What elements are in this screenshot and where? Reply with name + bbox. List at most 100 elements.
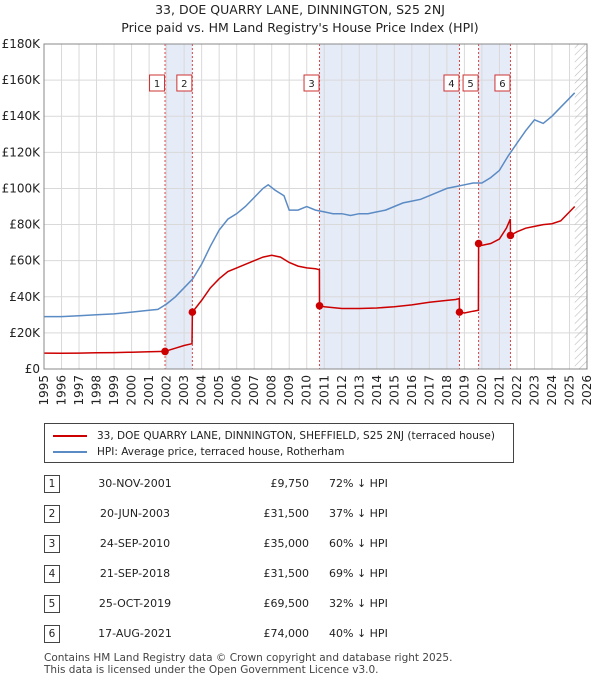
x-tick-label: 2010	[300, 375, 314, 406]
row-number: 1	[44, 475, 60, 493]
legend-item-hpi: HPI: Average price, terraced house, Roth…	[53, 444, 344, 460]
row-price: £35,000	[263, 537, 310, 550]
y-tick-label: £160K	[2, 73, 42, 87]
transaction-point	[161, 347, 169, 356]
x-tick-label: 1995	[37, 375, 51, 406]
row-number: 2	[44, 505, 60, 523]
x-tick-label: 2019	[457, 375, 471, 406]
transaction-point	[506, 231, 515, 240]
marker-label: 2	[181, 79, 187, 90]
y-tick-label: £140K	[2, 109, 42, 123]
transaction-point	[188, 308, 197, 316]
row-number: 5	[44, 595, 60, 613]
legend: 33, DOE QUARRY LANE, DINNINGTON, SHEFFIE…	[44, 423, 514, 463]
x-tick-label: 2001	[142, 375, 156, 406]
table-row: 6 17-AUG-2021 £74,000 40% ↓ HPI	[44, 624, 464, 644]
transaction-point	[315, 302, 324, 310]
marker-box	[494, 74, 511, 92]
x-tick-label: 2023	[527, 375, 541, 406]
footer-license: This data is licensed under the Open Gov…	[44, 664, 379, 676]
ownership-shade	[165, 44, 193, 369]
marker-box	[443, 74, 460, 92]
property-price-line	[43, 205, 576, 355]
legend-swatch-property	[53, 435, 87, 437]
x-tick-label: 2011	[317, 375, 331, 406]
row-hpi: 60% ↓ HPI	[329, 537, 388, 550]
legend-swatch-hpi	[53, 451, 87, 453]
marker-box	[176, 74, 193, 92]
y-tick-label: £40K	[9, 290, 41, 304]
ownership-shade	[478, 44, 511, 369]
x-tick-label: 2022	[510, 375, 524, 406]
x-tick-label: 1996	[55, 375, 69, 406]
row-date: 17-AUG-2021	[98, 627, 172, 640]
x-tick-label: 2015	[387, 375, 401, 406]
x-tick-label: 2021	[492, 375, 506, 406]
x-tick-label: 2008	[265, 375, 279, 406]
y-tick-label: £120K	[2, 145, 42, 159]
marker-box	[462, 74, 479, 92]
x-tick-label: 2024	[545, 375, 559, 406]
chart-title: 33, DOE QUARRY LANE, DINNINGTON, S25 2NJ	[155, 2, 445, 17]
x-tick-label: 1997	[72, 375, 86, 406]
marker-label: 3	[308, 79, 314, 90]
chart-subtitle: Price paid vs. HM Land Registry's House …	[121, 20, 479, 35]
table-row: 2 20-JUN-2003 £31,500 37% ↓ HPI	[44, 504, 464, 524]
row-date: 30-NOV-2001	[98, 477, 172, 490]
table-row: 3 24-SEP-2010 £35,000 60% ↓ HPI	[44, 534, 464, 554]
transaction-point	[455, 308, 464, 316]
x-tick-label: 2006	[230, 375, 244, 406]
marker-label: 6	[499, 79, 505, 90]
marker-label: 4	[448, 79, 454, 90]
x-tick-label: 1998	[90, 375, 104, 406]
x-tick-label: 2018	[440, 375, 454, 406]
hpi-line	[44, 92, 576, 318]
table-row: 4 21-SEP-2018 £31,500 69% ↓ HPI	[44, 564, 464, 584]
marker-box	[149, 74, 166, 92]
row-hpi: 40% ↓ HPI	[329, 627, 388, 640]
transaction-point	[474, 239, 483, 248]
table-row: 5 25-OCT-2019 £69,500 32% ↓ HPI	[44, 594, 464, 614]
x-tick-label: 2025	[562, 375, 576, 406]
row-price: £31,500	[263, 507, 310, 520]
row-price: £9,750	[270, 477, 310, 490]
row-price: £31,500	[263, 567, 310, 580]
x-tick-label: 2013	[352, 375, 366, 406]
price-chart: 1 2 3 4 5 6 £0 £20K £40K £60K £80K £100K £120K £140K…	[2, 37, 594, 406]
row-date: 20-JUN-2003	[99, 507, 171, 520]
ownership-shade	[319, 44, 460, 369]
row-hpi: 69% ↓ HPI	[329, 567, 388, 580]
row-number: 3	[44, 535, 60, 553]
x-tick-label: 2007	[247, 375, 261, 406]
x-tick-label: 2000	[125, 375, 139, 406]
x-tick-label: 2016	[405, 375, 419, 406]
y-tick-label: £100K	[2, 181, 42, 195]
x-tick-label: 2017	[422, 375, 436, 406]
row-price: £69,500	[263, 597, 310, 610]
x-tick-label: 2020	[475, 375, 489, 406]
x-tick-label: 2003	[177, 375, 191, 406]
y-tick-label: £180K	[2, 37, 42, 51]
marker-label: 1	[154, 79, 160, 90]
y-tick-label: £60K	[9, 254, 41, 268]
row-number: 6	[44, 625, 60, 643]
x-tick-label: 2002	[160, 375, 174, 406]
x-tick-label: 2009	[282, 375, 296, 406]
y-tick-label: £0	[25, 362, 40, 376]
marker-box	[303, 74, 320, 92]
x-tick-label: 2012	[335, 375, 349, 406]
row-price: £74,000	[263, 627, 310, 640]
y-tick-label: £80K	[9, 218, 41, 232]
row-date: 21-SEP-2018	[99, 567, 171, 580]
row-date: 25-OCT-2019	[98, 597, 172, 610]
x-tick-label: 2026	[580, 375, 594, 406]
y-tick-label: £20K	[9, 326, 41, 340]
x-tick-label: 2004	[195, 375, 209, 406]
x-tick-label: 2005	[212, 375, 226, 406]
legend-item-property: 33, DOE QUARRY LANE, DINNINGTON, SHEFFIE…	[53, 428, 495, 444]
row-hpi: 32% ↓ HPI	[329, 597, 388, 610]
row-hpi: 37% ↓ HPI	[329, 507, 388, 520]
legend-label-property: 33, DOE QUARRY LANE, DINNINGTON, SHEFFIE…	[97, 430, 495, 442]
row-hpi: 72% ↓ HPI	[329, 477, 388, 490]
plot-frame	[43, 43, 588, 370]
